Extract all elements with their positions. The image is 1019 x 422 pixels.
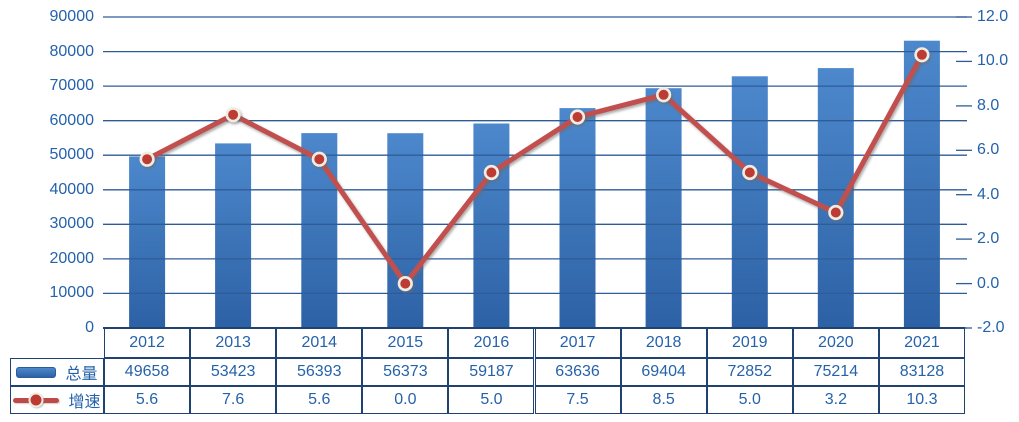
table-header-year: 2015 (362, 328, 449, 358)
table-value-cell: 69404 (620, 358, 707, 386)
growth-point-2016 (483, 164, 500, 181)
table-header-year: 2018 (620, 328, 707, 358)
table-header-year: 2019 (706, 328, 793, 358)
left-axis-tick-label: 50000 (49, 146, 95, 164)
left-axis-tick-label: 60000 (49, 111, 95, 129)
legend-cell-total: 总量 (10, 358, 104, 386)
bar-2018 (645, 88, 682, 328)
right-axis-tick-label: 12.0 (977, 8, 1009, 25)
table-value-cell: 56373 (362, 358, 449, 386)
left-axis-tick-label: 10000 (49, 284, 95, 302)
right-axis-tick-label: 6.0 (977, 141, 1000, 159)
table-header-year: 2012 (104, 328, 191, 358)
right-axis-tick-label: -2.0 (977, 319, 1005, 336)
growth-point-2021 (914, 47, 930, 63)
table-value-cell: 5.6 (276, 386, 363, 414)
growth-point-2012 (139, 151, 155, 167)
table-value-cell: 5.0 (706, 386, 793, 414)
bar-2020 (817, 68, 854, 328)
table-value-cell: 7.5 (534, 386, 621, 414)
bar-series-legend-icon (16, 366, 57, 378)
table-value-cell: 83128 (878, 358, 965, 386)
left-axis-tick-label: 20000 (49, 249, 95, 267)
left-axis-tick-label: 30000 (49, 215, 95, 233)
table-value-cell: 5.0 (448, 386, 535, 414)
legend-label: 增速 (68, 394, 101, 411)
table-value-cell: 3.2 (792, 386, 879, 414)
legend-cell-growth: 增速 (10, 386, 104, 414)
table-value-cell: 59187 (448, 358, 535, 386)
bar-2015 (387, 133, 424, 328)
bar-2019 (731, 76, 768, 328)
right-axis-tick-label: 10.0 (977, 52, 1009, 70)
right-axis-tick-label: 8.0 (977, 96, 1000, 114)
left-axis-tick-label: 40000 (49, 180, 95, 198)
table-value-cell: 53423 (190, 358, 277, 386)
table-value-cell: 72852 (706, 358, 793, 386)
line-marker-dot-icon (28, 392, 44, 408)
table-value-cell: 7.6 (190, 386, 277, 414)
table-value-cell: 10.3 (878, 386, 965, 414)
table-value-cell: 56393 (276, 358, 363, 386)
table-value-cell: 49658 (104, 358, 191, 386)
bar-2012 (129, 156, 166, 328)
left-axis-tick-label: 70000 (49, 77, 95, 95)
left-axis-tick-label: 90000 (49, 8, 95, 25)
growth-point-2019 (742, 164, 758, 181)
table-header-year: 2020 (792, 328, 879, 358)
table-header-year: 2014 (276, 328, 363, 358)
table-value-cell: 0.0 (362, 386, 449, 414)
bar-2017 (559, 108, 596, 328)
growth-point-2018 (655, 87, 672, 103)
line-series-legend-icon (13, 392, 60, 408)
growth-point-2015 (397, 276, 413, 292)
table-header-year: 2017 (534, 328, 621, 358)
growth-line (144, 52, 925, 287)
bar-2021 (903, 40, 940, 328)
bar-2016 (473, 123, 510, 328)
table-value-cell: 8.5 (620, 386, 707, 414)
table-header-year: 2021 (878, 328, 965, 358)
legend-label: 总量 (65, 366, 98, 383)
growth-point-2017 (569, 109, 586, 125)
table-header-year: 2013 (190, 328, 277, 358)
table-value-cell: 5.6 (104, 386, 191, 414)
growth-point-2014 (311, 151, 327, 167)
left-axis-tick-label: 0 (85, 319, 94, 336)
right-axis-tick-label: 2.0 (977, 230, 1000, 248)
left-axis-tick-label: 80000 (49, 42, 95, 60)
bar-2013 (215, 143, 252, 328)
growth-point-2020 (828, 204, 844, 221)
table-value-cell: 75214 (792, 358, 879, 386)
right-axis-tick-label: 4.0 (977, 185, 1000, 203)
right-axis-tick-label: 0.0 (977, 274, 1000, 292)
table-header-year: 2016 (448, 328, 535, 358)
table-value-cell: 63636 (534, 358, 621, 386)
growth-point-2013 (225, 107, 241, 123)
